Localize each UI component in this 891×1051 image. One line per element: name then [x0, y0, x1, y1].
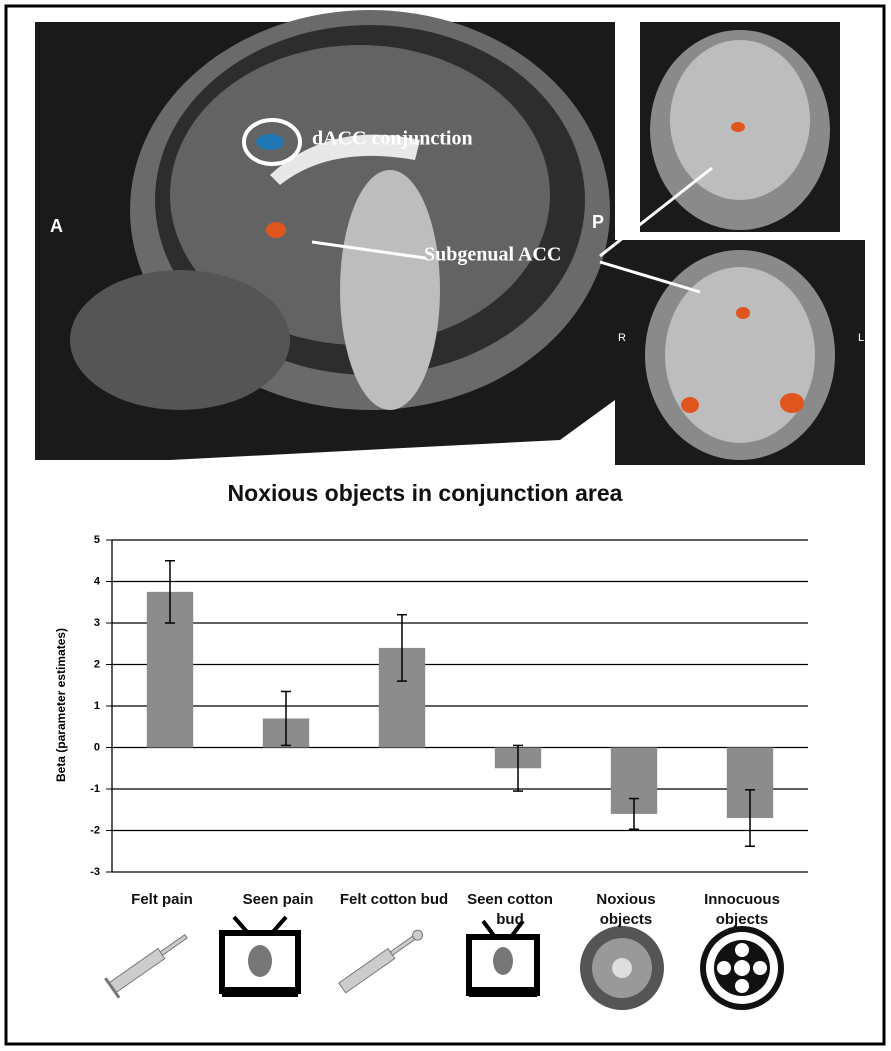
y-tick-label: 2	[94, 658, 100, 670]
y-tick-label: 5	[94, 534, 100, 546]
x-tick-label: Seen cotton bud	[455, 890, 565, 930]
left-label: L	[858, 332, 864, 344]
dacc-label: dACC conjunction	[312, 128, 473, 150]
x-tick-label: Noxious objects	[571, 890, 681, 930]
y-axis-label: Beta (parameter estimates)	[54, 628, 68, 782]
axial-image	[615, 240, 865, 465]
anterior-label: A	[50, 216, 63, 236]
y-tick-label: 0	[94, 741, 100, 753]
y-tick-label: 1	[94, 700, 100, 712]
figure: dACC conjunction A P Subgenual ACC R L N…	[0, 0, 891, 1051]
x-tick-label: Innocuous objects	[687, 890, 797, 930]
x-tick-label: Felt cotton bud	[339, 890, 449, 910]
x-tick-label: Felt pain	[107, 890, 217, 910]
posterior-label: P	[592, 212, 604, 232]
x-tick-label: Seen pain	[223, 890, 333, 910]
y-tick-label: 3	[94, 617, 100, 629]
y-tick-label: -2	[90, 824, 100, 836]
sagittal-image	[35, 10, 615, 460]
right-label: R	[618, 332, 626, 344]
y-tick-label: -1	[90, 783, 100, 795]
y-tick-label: 4	[94, 575, 101, 587]
icons	[105, 917, 784, 1010]
subgenual-label: Subgenual ACC	[424, 244, 561, 266]
y-tick-label: -3	[90, 866, 100, 878]
chart-title: Noxious objects in conjunction area	[228, 480, 623, 506]
